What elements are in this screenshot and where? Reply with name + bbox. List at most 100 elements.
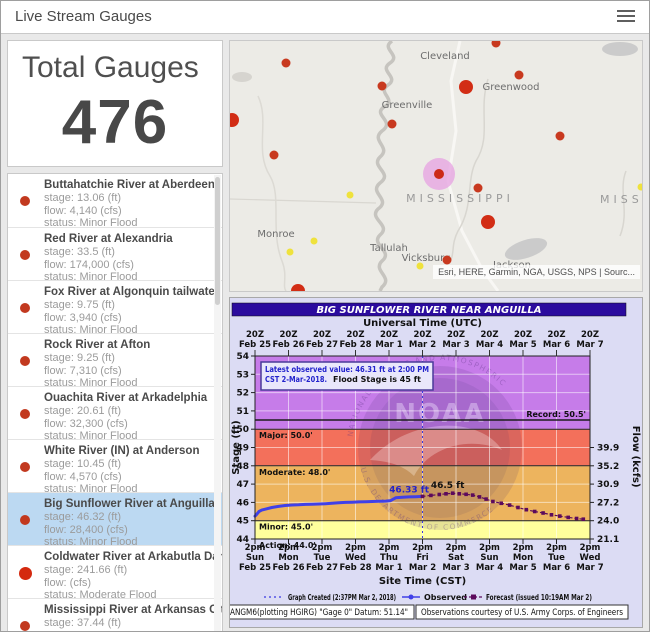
state-label: MISSISS	[600, 193, 642, 206]
observed-series	[253, 494, 424, 518]
gauge-marker-minor[interactable]	[442, 255, 452, 265]
gauge-list-item[interactable]: Fox River at Algonquin tailwater stage: …	[8, 280, 222, 336]
gauge-marker-minor[interactable]	[281, 58, 291, 68]
svg-text:20Z: 20Z	[280, 330, 298, 340]
svg-text:Universal Time (UTC): Universal Time (UTC)	[363, 318, 482, 329]
gauge-list-item[interactable]: Ouachita River at Arkadelphia stage: 20.…	[8, 386, 222, 442]
gauge-marker-moderate[interactable]	[225, 113, 239, 127]
svg-text:49: 49	[236, 444, 249, 454]
svg-text:Minor: 45.0': Minor: 45.0'	[259, 523, 313, 532]
gauge-detail: flow: 4,140 (cfs)	[44, 204, 122, 217]
gauge-detail: flow: 3,940 (cfs)	[44, 311, 122, 324]
svg-text:Mar 4: Mar 4	[476, 340, 503, 350]
gauge-list-item[interactable]: Buttahatchie River at Aberdeen stage: 13…	[8, 174, 222, 230]
gauge-list-items: Buttahatchie River at Aberdeen stage: 13…	[8, 174, 223, 631]
svg-text:2pm: 2pm	[278, 543, 299, 553]
svg-text:Mon: Mon	[513, 553, 533, 563]
svg-text:Tue: Tue	[314, 553, 331, 563]
svg-text:20Z: 20Z	[581, 330, 599, 340]
svg-text:Mar 2: Mar 2	[409, 563, 436, 573]
gauge-detail: stage: 241.66 (ft)	[44, 564, 128, 576]
svg-text:Major: 50.0': Major: 50.0'	[259, 431, 313, 440]
svg-text:Mar 4: Mar 4	[476, 563, 503, 573]
gauge-status-dot	[20, 462, 30, 472]
svg-text:Mon: Mon	[278, 553, 298, 563]
gauge-marker-minor[interactable]	[377, 81, 387, 91]
selected-gauge-marker[interactable]	[434, 169, 444, 179]
gauge-status-dot	[20, 250, 30, 260]
svg-text:Mar 2: Mar 2	[409, 340, 436, 350]
city-label: Greenville	[382, 100, 433, 111]
total-gauges-value: 476	[61, 88, 169, 157]
forecast-series	[422, 492, 584, 520]
menu-icon[interactable]	[617, 10, 635, 24]
svg-text:2pm: 2pm	[379, 543, 400, 553]
list-scrollbar[interactable]	[214, 175, 221, 631]
svg-text:20Z: 20Z	[347, 330, 365, 340]
map-canvas[interactable]: MISSISSIPPI MISSISS Cleveland Greenwood Gree…	[225, 38, 649, 298]
gauge-marker-minor[interactable]	[555, 131, 565, 141]
svg-text:2pm: 2pm	[446, 543, 467, 553]
menu-icon-bar	[617, 15, 635, 17]
gauge-list-item[interactable]: White River (IN) at Anderson stage: 10.4…	[8, 439, 222, 495]
gauge-name: Fox River at Algonquin tailwater	[44, 286, 220, 298]
point-label: 46.33 ft	[389, 485, 430, 495]
gauge-marker-action[interactable]	[416, 262, 424, 270]
hydrograph-image: BIG SUNFLOWER RIVER NEAR ANGUILLA Univers…	[221, 302, 641, 620]
gauge-detail: flow: 32,300 (cfs)	[44, 417, 128, 430]
gauge-marker-moderate[interactable]	[481, 215, 495, 229]
hydrograph-panel: BIG SUNFLOWER RIVER NEAR ANGUILLA Univers…	[221, 297, 643, 628]
svg-text:Feb 26: Feb 26	[272, 563, 304, 573]
svg-text:Feb 27: Feb 27	[306, 340, 338, 350]
svg-text:Mar 7: Mar 7	[576, 563, 603, 573]
gauge-list-item[interactable]: Big Sunflower River at Anguilla stage: 4…	[8, 492, 222, 548]
gauge-list-item[interactable]: Red River at Alexandria stage: 33.5 (ft)…	[8, 227, 222, 283]
gauge-marker-action[interactable]	[637, 183, 645, 191]
gauge-name: Mississippi River at Arkansas City	[44, 604, 223, 616]
city-label: Greenwood	[482, 82, 539, 93]
svg-text:Feb 28: Feb 28	[339, 563, 371, 573]
svg-text:2pm: 2pm	[580, 543, 601, 553]
svg-text:27.2: 27.2	[597, 498, 619, 508]
svg-text:52: 52	[236, 389, 249, 399]
svg-text:Thu: Thu	[380, 553, 398, 563]
list-scrollbar-thumb[interactable]	[215, 177, 220, 305]
svg-text:Feb 26: Feb 26	[272, 340, 304, 350]
svg-text:Tue: Tue	[548, 553, 565, 563]
map-attribution: Esri, HERE, Garmin, NGA, USGS, NPS | Sou…	[433, 265, 640, 279]
svg-text:45: 45	[236, 517, 249, 527]
gauge-marker-minor[interactable]	[269, 150, 279, 160]
svg-text:2pm: 2pm	[345, 543, 366, 553]
gauge-name: White River (IN) at Anderson	[44, 445, 200, 457]
svg-text:NOAA: NOAA	[394, 399, 485, 429]
gauge-list-item[interactable]: Rock River at Afton stage: 9.25 (ft) flow…	[8, 333, 222, 389]
gauge-list-item[interactable]: Coldwater River at Arkabutla Dam stage: …	[8, 545, 222, 601]
gauge-name: Buttahatchie River at Aberdeen	[44, 179, 215, 191]
gauge-marker-moderate[interactable]	[291, 284, 305, 298]
point-label: 46.5 ft	[431, 481, 465, 491]
gauge-detail: flow: 174,000 (cfs)	[44, 258, 134, 271]
gauge-status-dot	[20, 621, 30, 631]
svg-text:Site Time (CST): Site Time (CST)	[379, 576, 466, 587]
gauge-marker-minor[interactable]	[491, 38, 501, 48]
gauge-detail: flow: 28,400 (cfs)	[44, 523, 128, 536]
svg-text:Moderate: 48.0': Moderate: 48.0'	[259, 468, 330, 477]
gauge-marker-minor[interactable]	[387, 119, 397, 129]
map-surface[interactable]: MISSISSIPPI MISSISS Cleveland Greenwood Gree…	[225, 38, 649, 298]
gauge-detail: flow: 4,570 (cfs)	[44, 470, 122, 483]
svg-text:Mar 3: Mar 3	[442, 563, 469, 573]
svg-text:Flood Stage is 45 ft: Flood Stage is 45 ft	[333, 375, 421, 384]
svg-text:20Z: 20Z	[447, 330, 465, 340]
gauge-marker-action[interactable]	[310, 237, 318, 245]
svg-text:Mar 7: Mar 7	[576, 340, 603, 350]
gauge-marker-moderate[interactable]	[459, 80, 473, 94]
svg-text:20Z: 20Z	[246, 330, 264, 340]
gauge-marker-minor[interactable]	[473, 183, 483, 193]
gauge-list-item[interactable]: Mississippi River at Arkansas City stage…	[8, 598, 223, 631]
gauge-marker-minor[interactable]	[514, 70, 524, 80]
svg-text:20Z: 20Z	[514, 330, 532, 340]
gauge-detail: status: Minor Flood	[44, 217, 138, 230]
gauge-marker-action[interactable]	[346, 191, 354, 199]
city-label: Tallulah	[369, 243, 408, 254]
gauge-marker-action[interactable]	[286, 248, 294, 256]
